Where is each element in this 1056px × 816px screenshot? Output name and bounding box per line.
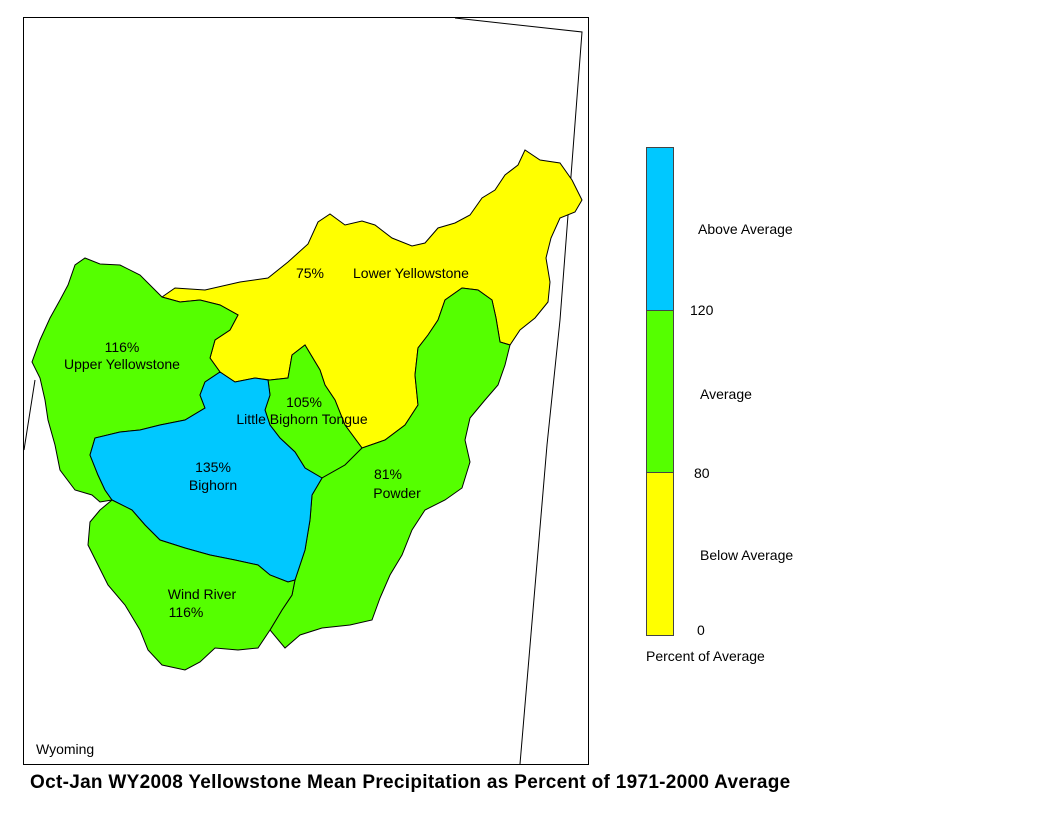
label-upper-yellowstone-percent: 116%: [105, 339, 140, 355]
map-title: Oct-Jan WY2008 Yellowstone Mean Precipit…: [30, 772, 791, 793]
label-bighorn-percent: 135%: [195, 459, 231, 475]
label-bighorn-name: Bighorn: [189, 477, 237, 493]
label-powder-percent: 81%: [374, 466, 402, 482]
state-boundary-line: [454, 18, 583, 446]
label-lower-yellowstone-name: Lower Yellowstone: [353, 265, 469, 281]
state-boundary-line-south: [519, 444, 548, 764]
legend-tick-0: 0: [697, 622, 705, 638]
basin-powder[interactable]: [269, 287, 511, 649]
legend-bar-above: [646, 147, 674, 311]
legend-label-above: Above Average: [698, 221, 793, 237]
legend-tick-120: 120: [690, 302, 714, 318]
legend-bar-average: [646, 310, 674, 473]
label-little-bighorn-tongue-percent: 105%: [286, 394, 322, 410]
label-wind-river-percent: 116%: [169, 604, 204, 620]
label-lower-yellowstone-percent: 75%: [296, 265, 324, 281]
label-upper-yellowstone-name: Upper Yellowstone: [64, 356, 180, 372]
label-little-bighorn-tongue-name: Little Bighorn Tongue: [236, 411, 367, 427]
state-label-wyoming: Wyoming: [36, 741, 94, 757]
legend-tick-80: 80: [694, 465, 710, 481]
legend-bar-below: [646, 472, 674, 636]
legend-caption: Percent of Average: [646, 648, 765, 664]
label-powder-name: Powder: [373, 485, 421, 501]
legend-label-below: Below Average: [700, 547, 794, 563]
label-wind-river-name: Wind River: [168, 586, 237, 602]
basin-wind-river[interactable]: [87, 499, 296, 671]
legend-label-average: Average: [700, 386, 752, 402]
state-boundary-line-west: [24, 379, 36, 451]
